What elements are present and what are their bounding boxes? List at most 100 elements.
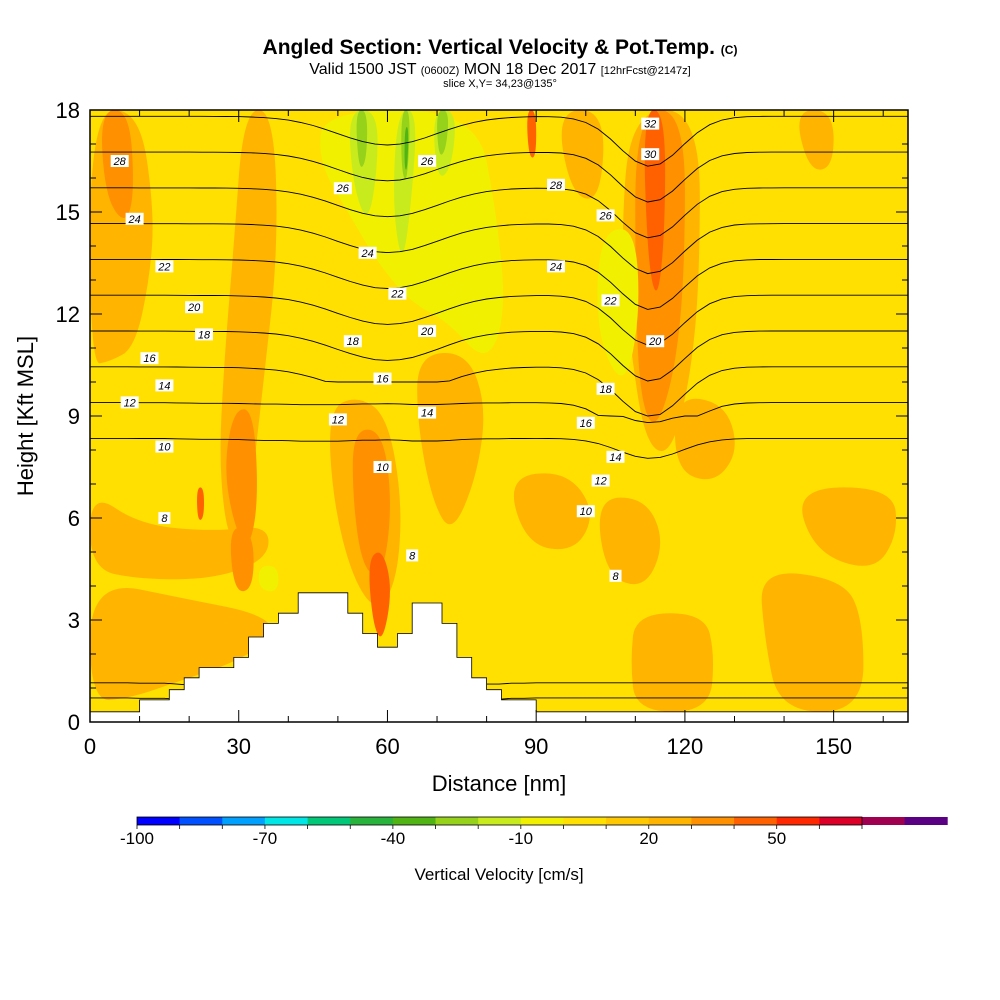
contour-label-7: 12 bbox=[120, 396, 139, 409]
contour-label-value: 18 bbox=[599, 384, 612, 396]
theta-contour-labels: 2824222018161412108262422181612108262014… bbox=[110, 117, 665, 583]
colorbar-swatch bbox=[734, 817, 778, 825]
contour-label-23: 28 bbox=[547, 178, 565, 192]
y-tick-label: 6 bbox=[68, 506, 80, 531]
contour-label-value: 20 bbox=[187, 302, 201, 314]
title-unit: (C) bbox=[720, 43, 738, 57]
contour-label-bg bbox=[596, 382, 615, 395]
velocity-region-26 bbox=[258, 565, 279, 592]
contour-label-value: 14 bbox=[609, 452, 621, 464]
contour-label-value: 8 bbox=[612, 571, 619, 583]
theta-contour-14 bbox=[90, 294, 908, 346]
colorbar-title: Vertical Velocity [cm/s] bbox=[414, 865, 583, 884]
colorbar-swatch bbox=[606, 817, 650, 825]
colorbar-swatch bbox=[350, 817, 394, 825]
contour-label-value: 22 bbox=[390, 289, 403, 301]
contour-label-bg bbox=[596, 209, 615, 222]
y-tick-label: 12 bbox=[56, 302, 80, 327]
contour-label-bg bbox=[155, 260, 174, 273]
colorbar: -100 -70 -40 -10 20 50 bbox=[120, 816, 948, 848]
contour-label-28: 18 bbox=[596, 382, 615, 396]
contour-label-17: 8 bbox=[406, 549, 419, 562]
velocity-region-14 bbox=[675, 398, 735, 480]
theta-contour-19 bbox=[90, 115, 908, 167]
contour-label-bg bbox=[418, 155, 437, 167]
colorbar-swatch bbox=[563, 817, 607, 825]
contour-label-value: 22 bbox=[157, 261, 170, 273]
colorbar-swatch bbox=[648, 817, 692, 825]
contour-label-30: 14 bbox=[606, 450, 625, 464]
contour-label-bg bbox=[591, 474, 610, 487]
velocity-region-16 bbox=[226, 409, 257, 544]
contour-label-value: 10 bbox=[376, 462, 389, 474]
theta-contour-13 bbox=[90, 330, 908, 382]
contour-label-bg bbox=[406, 549, 419, 562]
contour-label-14: 16 bbox=[373, 372, 392, 386]
colorbar-tick-label: 20 bbox=[639, 829, 658, 848]
contour-label-value: 28 bbox=[549, 180, 563, 192]
contour-label-value: 16 bbox=[376, 374, 389, 386]
colorbar-swatch bbox=[904, 817, 948, 825]
contour-label-bg bbox=[155, 379, 174, 392]
x-tick-label: 120 bbox=[667, 734, 704, 759]
contour-label-bg bbox=[185, 301, 204, 314]
contour-label-bg bbox=[140, 352, 159, 365]
contour-label-19: 20 bbox=[418, 325, 437, 338]
contour-label-bg bbox=[418, 325, 437, 337]
y-tick-label: 18 bbox=[56, 98, 80, 123]
contour-label-bg bbox=[343, 335, 362, 348]
contour-label-21: 32 bbox=[641, 117, 660, 131]
colorbar-swatch bbox=[264, 817, 308, 825]
contour-label-value: 18 bbox=[198, 329, 211, 341]
terrain bbox=[90, 592, 908, 722]
contour-label-10: 26 bbox=[333, 182, 352, 195]
theta-contour-17 bbox=[90, 187, 908, 239]
valid-prefix: Valid 1500 JST bbox=[309, 61, 417, 78]
contour-label-bg bbox=[158, 512, 171, 524]
contour-label-value: 26 bbox=[598, 210, 612, 222]
contour-label-16: 10 bbox=[373, 461, 392, 474]
contour-label-bg bbox=[547, 178, 565, 191]
x-tick-label: 150 bbox=[815, 734, 852, 759]
velocity-region-23 bbox=[527, 110, 537, 158]
contour-label-24: 26 bbox=[596, 209, 615, 222]
contour-label-bg bbox=[576, 505, 595, 518]
contour-label-bg bbox=[195, 328, 213, 341]
x-tick-label: 0 bbox=[84, 734, 96, 759]
velocity-region-3 bbox=[90, 587, 272, 700]
colorbar-swatch bbox=[435, 817, 479, 825]
colorbar-tick-label: 50 bbox=[767, 829, 786, 848]
contour-label-2: 22 bbox=[155, 260, 174, 273]
contour-label-value: 24 bbox=[360, 248, 373, 260]
contour-label-31: 12 bbox=[591, 474, 610, 488]
x-tick-label: 90 bbox=[524, 734, 548, 759]
contour-label-value: 28 bbox=[113, 156, 127, 168]
contour-label-20: 14 bbox=[418, 406, 437, 420]
x-axis-title: Distance [nm] bbox=[432, 771, 567, 796]
contour-label-32: 10 bbox=[576, 505, 595, 518]
contour-label-6: 14 bbox=[155, 379, 174, 392]
velocity-field bbox=[90, 110, 897, 712]
contour-label-bg bbox=[358, 246, 377, 259]
contour-label-value: 30 bbox=[644, 149, 657, 161]
colorbar-swatch bbox=[819, 817, 863, 825]
contour-label-bg bbox=[373, 372, 392, 385]
y-tick-label: 15 bbox=[56, 200, 80, 225]
contour-label-bg bbox=[646, 335, 665, 348]
contour-label-bg bbox=[333, 182, 352, 195]
velocity-region-32 bbox=[437, 110, 449, 155]
contour-label-bg bbox=[606, 450, 625, 463]
velocity-region-19 bbox=[230, 527, 254, 592]
colorbar-swatch bbox=[691, 817, 735, 825]
velocity-region-28 bbox=[394, 110, 416, 253]
y-tick-label: 0 bbox=[68, 710, 80, 735]
contour-label-value: 12 bbox=[124, 397, 136, 409]
colorbar-swatch bbox=[307, 817, 351, 825]
contour-label-5: 16 bbox=[140, 352, 159, 365]
contour-label-value: 14 bbox=[158, 380, 170, 392]
velocity-region-2 bbox=[90, 502, 269, 580]
contour-label-value: 14 bbox=[421, 408, 433, 420]
contour-label-value: 26 bbox=[336, 183, 350, 195]
valid-utc: (0600Z) bbox=[420, 65, 460, 77]
